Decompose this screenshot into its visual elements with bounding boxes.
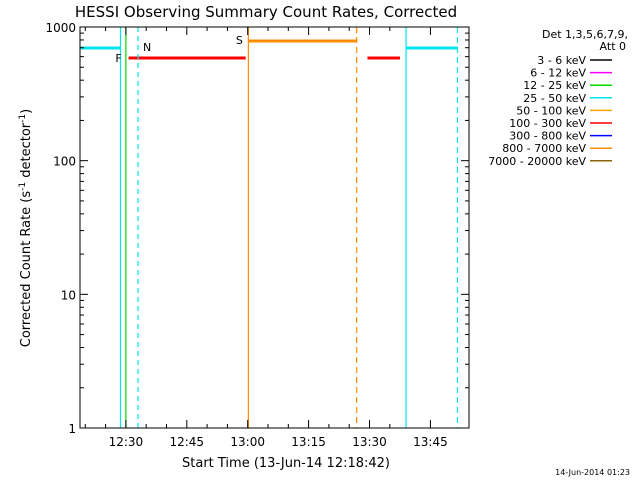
- y-axis-label: Corrected Count Rate (s-1 detector-1): [18, 109, 34, 347]
- x-tick-label: 12:45: [169, 435, 204, 449]
- y-tick-label: 100: [53, 155, 76, 169]
- flag-letter-s: S: [236, 34, 243, 47]
- legend-label: 25 - 50 keV: [523, 92, 586, 105]
- x-tick-label: 13:45: [413, 435, 448, 449]
- x-axis: 12:30 12:45 13:00 13:15 13:30 13:45: [84, 27, 448, 449]
- y-tick-label: 1: [68, 422, 76, 436]
- x-axis-label: Start Time (13-Jun-14 12:18:42): [182, 456, 390, 471]
- x-tick-label: 12:30: [109, 435, 144, 449]
- y-axis: 1 10 100 1000: [45, 21, 469, 436]
- legend-label: 6 - 12 keV: [530, 67, 586, 80]
- x-tick-label: 13:15: [291, 435, 326, 449]
- x-tick-label: 13:30: [352, 435, 387, 449]
- flag-letter-f: F: [115, 52, 121, 65]
- flag-letter-n: N: [143, 41, 151, 54]
- legend-label: 7000 - 20000 keV: [488, 155, 586, 168]
- y-tick-label: 10: [61, 288, 76, 302]
- legend-header-line2: Att 0: [600, 40, 626, 53]
- legend-label: 50 - 100 keV: [516, 104, 586, 117]
- x-tick-label: 13:00: [230, 435, 265, 449]
- plot-frame: [79, 26, 470, 429]
- legend-label: 12 - 25 keV: [523, 79, 586, 92]
- legend-label: 300 - 800 keV: [509, 130, 586, 143]
- chart-title: HESSI Observing Summary Count Rates, Cor…: [75, 3, 457, 21]
- legend-label: 3 - 6 keV: [537, 54, 586, 67]
- timestamp: 14-Jun-2014 01:23: [555, 468, 630, 477]
- legend-header-line1: Det 1,3,5,6,7,9,: [542, 28, 628, 41]
- legend-label: 800 - 7000 keV: [502, 142, 586, 155]
- y-tick-label: 1000: [45, 21, 76, 35]
- plot-area: N F S: [80, 27, 459, 428]
- legend-label: 100 - 300 keV: [509, 117, 586, 130]
